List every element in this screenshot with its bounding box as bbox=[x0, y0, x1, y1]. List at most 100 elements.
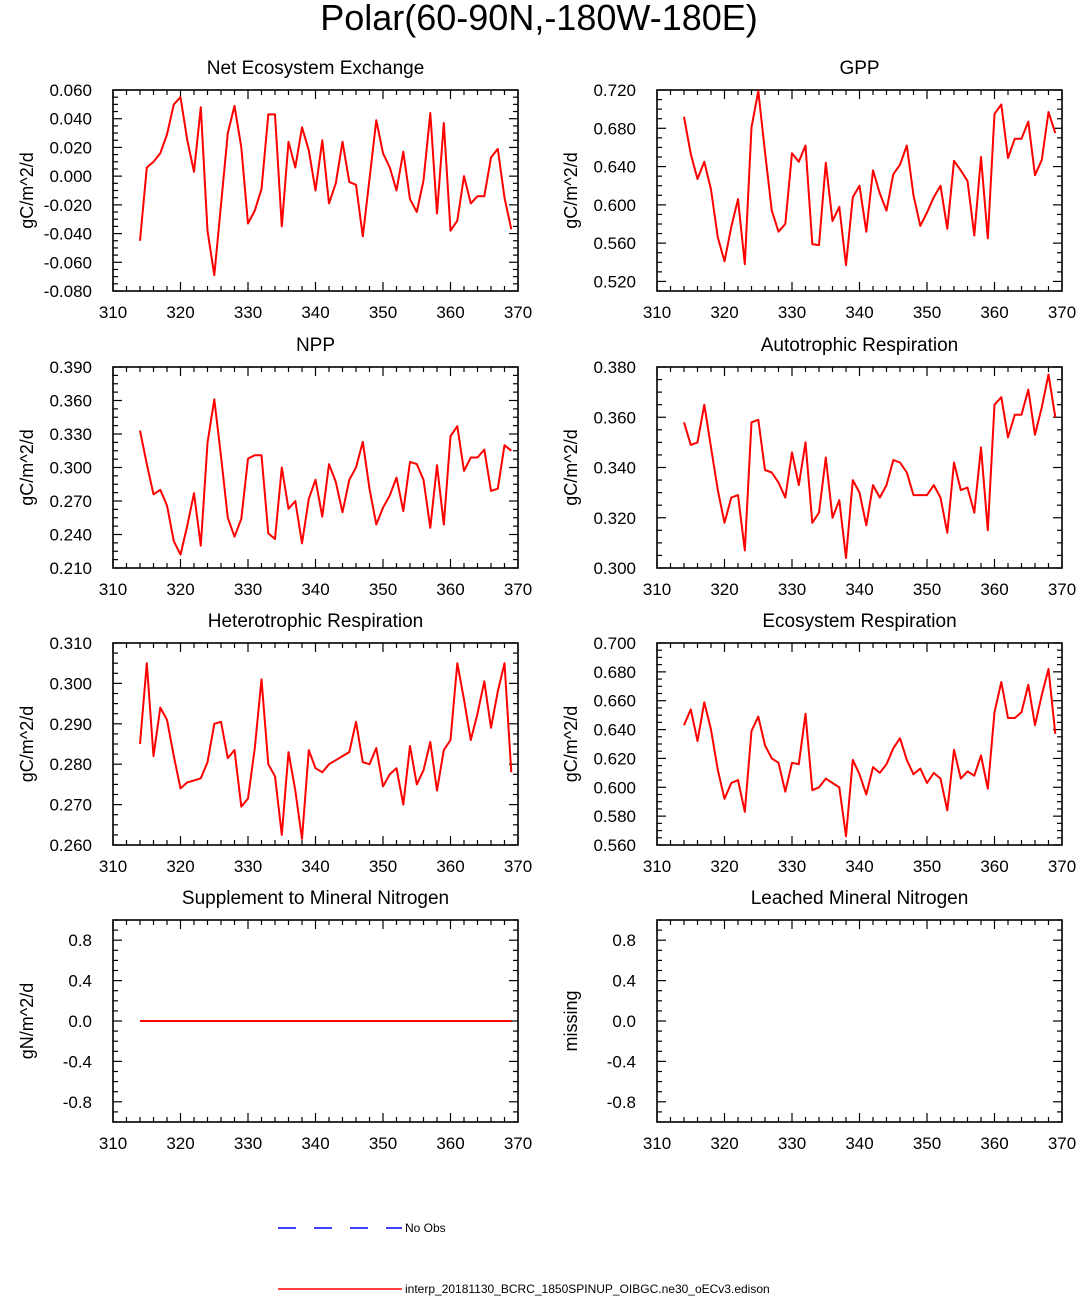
y-tick-label: -0.080 bbox=[44, 282, 92, 301]
x-tick-label: 370 bbox=[504, 303, 532, 322]
x-tick-label: 320 bbox=[710, 857, 738, 876]
panel-5: Heterotrophic Respiration gC/m^2/d 310 320 3… bbox=[17, 611, 532, 876]
y-tick-label: 0.620 bbox=[593, 749, 636, 768]
y-tick-label: 0.8 bbox=[612, 931, 636, 950]
x-tick-label: 310 bbox=[643, 303, 671, 322]
x-tick-label: 370 bbox=[1048, 1134, 1076, 1153]
x-tick-label: 360 bbox=[980, 1134, 1008, 1153]
x-tick-label: 320 bbox=[166, 857, 194, 876]
panel-3: NPP gC/m^2/d 310 320 330 340 350 360 370 0.210 0.2… bbox=[17, 335, 532, 599]
y-tick-label: -0.4 bbox=[607, 1052, 636, 1071]
x-tick-label: 350 bbox=[369, 580, 397, 599]
x-tick-label: 370 bbox=[504, 1134, 532, 1153]
y-tick-label: 0.600 bbox=[593, 778, 636, 797]
panel-8: Leached Mineral Nitrogen missing 310 320 330… bbox=[561, 888, 1076, 1153]
panel-7: Supplement to Mineral Nitrogen gN/m^2/d 31… bbox=[17, 888, 532, 1153]
y-tick-label: -0.4 bbox=[63, 1052, 92, 1071]
y-tick-label: 0.660 bbox=[593, 692, 636, 711]
x-tick-label: 350 bbox=[913, 857, 941, 876]
y-tick-label: 0.560 bbox=[593, 836, 636, 855]
y-tick-label: -0.8 bbox=[607, 1093, 636, 1112]
data-series-line bbox=[683, 90, 1057, 267]
plot-frame bbox=[656, 642, 1063, 846]
y-tick-label: 0.0 bbox=[612, 1012, 636, 1031]
y-tick-label: 0.4 bbox=[68, 972, 92, 991]
panel-title: Autotrophic Respiration bbox=[761, 335, 959, 356]
x-tick-label: 330 bbox=[234, 857, 262, 876]
legend: No Obs interp_20181130_BCRC_1850SPINUP_O… bbox=[278, 1221, 770, 1296]
y-tick-label: 0.680 bbox=[593, 119, 636, 138]
x-tick-label: 350 bbox=[369, 1134, 397, 1153]
data-series-line bbox=[139, 398, 512, 556]
y-tick-label: 0.380 bbox=[593, 358, 636, 377]
panel-title: Heterotrophic Respiration bbox=[208, 611, 423, 632]
panels: Net Ecosystem Exchange gC/m^2/d 310 320 330 3… bbox=[17, 58, 1076, 1153]
y-tick-label: 0.680 bbox=[593, 663, 636, 682]
y-tick-label: 0.360 bbox=[593, 408, 636, 427]
data-series-line bbox=[683, 668, 1057, 838]
y-axis-label: gC/m^2/d bbox=[561, 706, 581, 782]
y-tick-label: 0.060 bbox=[49, 81, 92, 100]
y-axis-label: gC/m^2/d bbox=[17, 429, 37, 505]
y-tick-label: 0.4 bbox=[612, 972, 636, 991]
panel-2: GPP gC/m^2/d 310 320 330 340 350 360 370 0.520 0.5… bbox=[561, 58, 1076, 322]
x-tick-label: 320 bbox=[166, 580, 194, 599]
y-axis-label: gC/m^2/d bbox=[17, 152, 37, 228]
x-tick-label: 340 bbox=[845, 303, 873, 322]
y-tick-label: 0.640 bbox=[593, 721, 636, 740]
x-tick-label: 310 bbox=[643, 1134, 671, 1153]
legend-label-model: interp_20181130_BCRC_1850SPINUP_OIBGC.ne… bbox=[405, 1282, 770, 1296]
x-tick-label: 330 bbox=[778, 580, 806, 599]
x-tick-label: 330 bbox=[778, 857, 806, 876]
panel-title: NPP bbox=[296, 335, 335, 356]
x-tick-label: 360 bbox=[980, 580, 1008, 599]
x-tick-label: 310 bbox=[99, 303, 127, 322]
y-axis-label: gN/m^2/d bbox=[17, 983, 37, 1059]
x-tick-label: 320 bbox=[166, 1134, 194, 1153]
x-tick-label: 370 bbox=[1048, 303, 1076, 322]
y-tick-label: 0.270 bbox=[49, 796, 92, 815]
x-tick-label: 350 bbox=[913, 1134, 941, 1153]
x-tick-label: 350 bbox=[369, 303, 397, 322]
x-tick-label: 360 bbox=[980, 303, 1008, 322]
y-tick-label: 0.020 bbox=[49, 138, 92, 157]
x-tick-label: 310 bbox=[643, 857, 671, 876]
y-tick-label: 0.240 bbox=[49, 526, 92, 545]
data-series-line bbox=[139, 96, 513, 277]
y-axis-label: gC/m^2/d bbox=[561, 429, 581, 505]
panel-title: Net Ecosystem Exchange bbox=[207, 58, 425, 79]
x-tick-label: 360 bbox=[436, 857, 464, 876]
x-tick-label: 330 bbox=[234, 1134, 262, 1153]
x-tick-label: 350 bbox=[369, 857, 397, 876]
x-tick-label: 330 bbox=[234, 303, 262, 322]
x-tick-label: 330 bbox=[234, 580, 262, 599]
y-tick-label: 0.290 bbox=[49, 715, 92, 734]
x-tick-label: 360 bbox=[436, 1134, 464, 1153]
x-tick-label: 360 bbox=[436, 303, 464, 322]
x-tick-label: 340 bbox=[845, 580, 873, 599]
x-tick-label: 370 bbox=[504, 580, 532, 599]
x-tick-label: 370 bbox=[1048, 857, 1076, 876]
x-tick-label: 310 bbox=[643, 580, 671, 599]
panel-1: Net Ecosystem Exchange gC/m^2/d 310 320 330 3… bbox=[17, 58, 532, 322]
x-tick-label: 350 bbox=[913, 303, 941, 322]
y-tick-label: 0.700 bbox=[593, 634, 636, 653]
x-tick-label: 340 bbox=[301, 580, 329, 599]
y-tick-label: 0.300 bbox=[49, 674, 92, 693]
y-tick-label: -0.040 bbox=[44, 225, 92, 244]
x-tick-label: 330 bbox=[778, 303, 806, 322]
y-tick-label: 0.640 bbox=[593, 158, 636, 177]
y-tick-label: 0.340 bbox=[593, 459, 636, 478]
plot-frame bbox=[656, 919, 1063, 1123]
y-tick-label: -0.8 bbox=[63, 1093, 92, 1112]
panel-6: Ecosystem Respiration gC/m^2/d 310 320 330 34… bbox=[561, 611, 1076, 876]
y-tick-label: 0.720 bbox=[593, 81, 636, 100]
x-tick-label: 330 bbox=[778, 1134, 806, 1153]
y-tick-label: 0.320 bbox=[593, 509, 636, 528]
x-tick-label: 350 bbox=[913, 580, 941, 599]
y-tick-label: 0.580 bbox=[593, 807, 636, 826]
y-tick-label: 0.300 bbox=[49, 459, 92, 478]
figure-title: Polar(60-90N,-180W-180E) bbox=[320, 0, 758, 38]
panel-title: GPP bbox=[839, 58, 879, 79]
panel-title: Ecosystem Respiration bbox=[762, 611, 956, 632]
